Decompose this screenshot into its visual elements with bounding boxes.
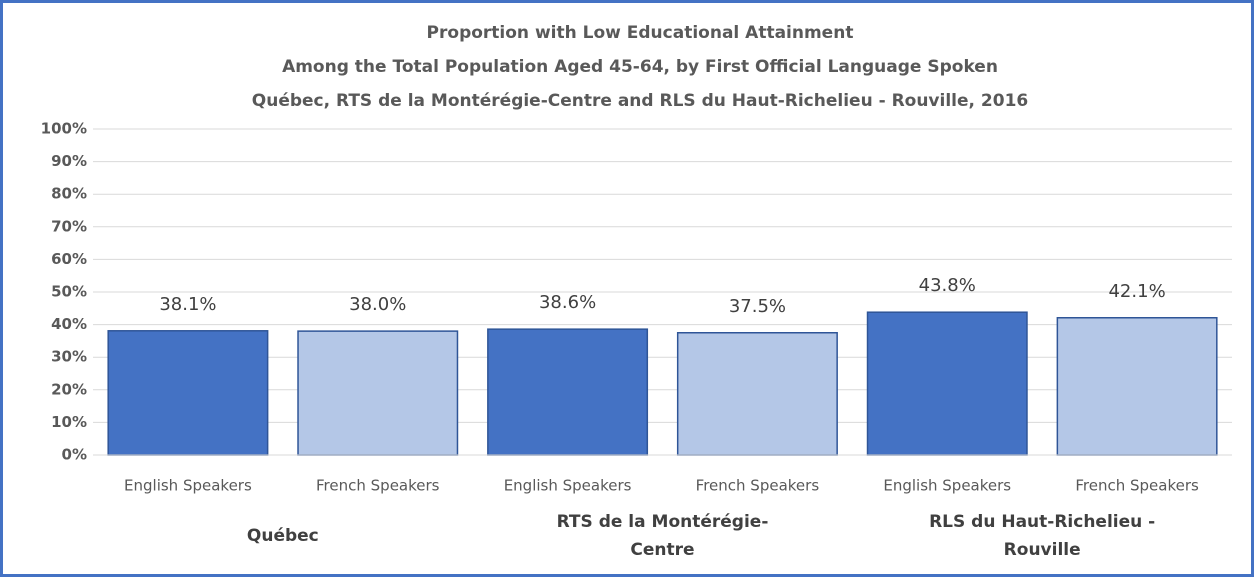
x-tick-label: French Speakers [1075, 477, 1199, 495]
chart-title: Proportion with Low Educational Attainme… [427, 23, 854, 43]
chart-title: Among the Total Population Aged 45-64, b… [282, 57, 998, 77]
bar [866, 311, 1028, 456]
x-tick-label: English Speakers [504, 477, 632, 495]
y-tick-label: 40% [51, 315, 87, 333]
value-label: 43.8% [919, 275, 976, 296]
y-tick-label: 0% [62, 446, 87, 464]
chart-title: Québec, RTS de la Montérégie-Centre and … [252, 91, 1028, 111]
y-tick-label: 30% [51, 348, 87, 366]
y-tick-label: 10% [51, 413, 87, 431]
bar [1056, 317, 1218, 456]
y-tick-label: 70% [51, 217, 87, 235]
x-tick-label: French Speakers [316, 477, 440, 495]
bar [676, 332, 838, 456]
bar [487, 328, 649, 456]
value-label: 42.1% [1108, 281, 1165, 302]
y-tick-label: 20% [51, 380, 87, 398]
y-tick-label: 90% [51, 152, 87, 170]
group-label-box: RTS de la Montérégie-Centre [503, 506, 823, 566]
y-tick-label: 60% [51, 250, 87, 268]
value-label: 37.5% [729, 296, 786, 317]
group-label: RTS de la Montérégie-Centre [556, 512, 769, 560]
value-label: 38.1% [159, 294, 216, 315]
x-tick-label: English Speakers [124, 477, 252, 495]
bar [297, 330, 459, 456]
group-label-box: Québec [123, 506, 443, 566]
y-tick-label: 100% [41, 120, 87, 138]
group-label: Québec [246, 526, 319, 546]
y-tick-label: 80% [51, 185, 87, 203]
x-tick-label: English Speakers [883, 477, 1011, 495]
x-tick-label: French Speakers [696, 477, 820, 495]
group-label: RLS du Haut-Richelieu - Rouville [929, 512, 1156, 560]
group-label-box: RLS du Haut-Richelieu - Rouville [882, 506, 1202, 566]
bar [107, 330, 269, 456]
y-tick-label: 50% [51, 283, 87, 301]
value-label: 38.0% [349, 294, 406, 315]
value-label: 38.6% [539, 292, 596, 313]
